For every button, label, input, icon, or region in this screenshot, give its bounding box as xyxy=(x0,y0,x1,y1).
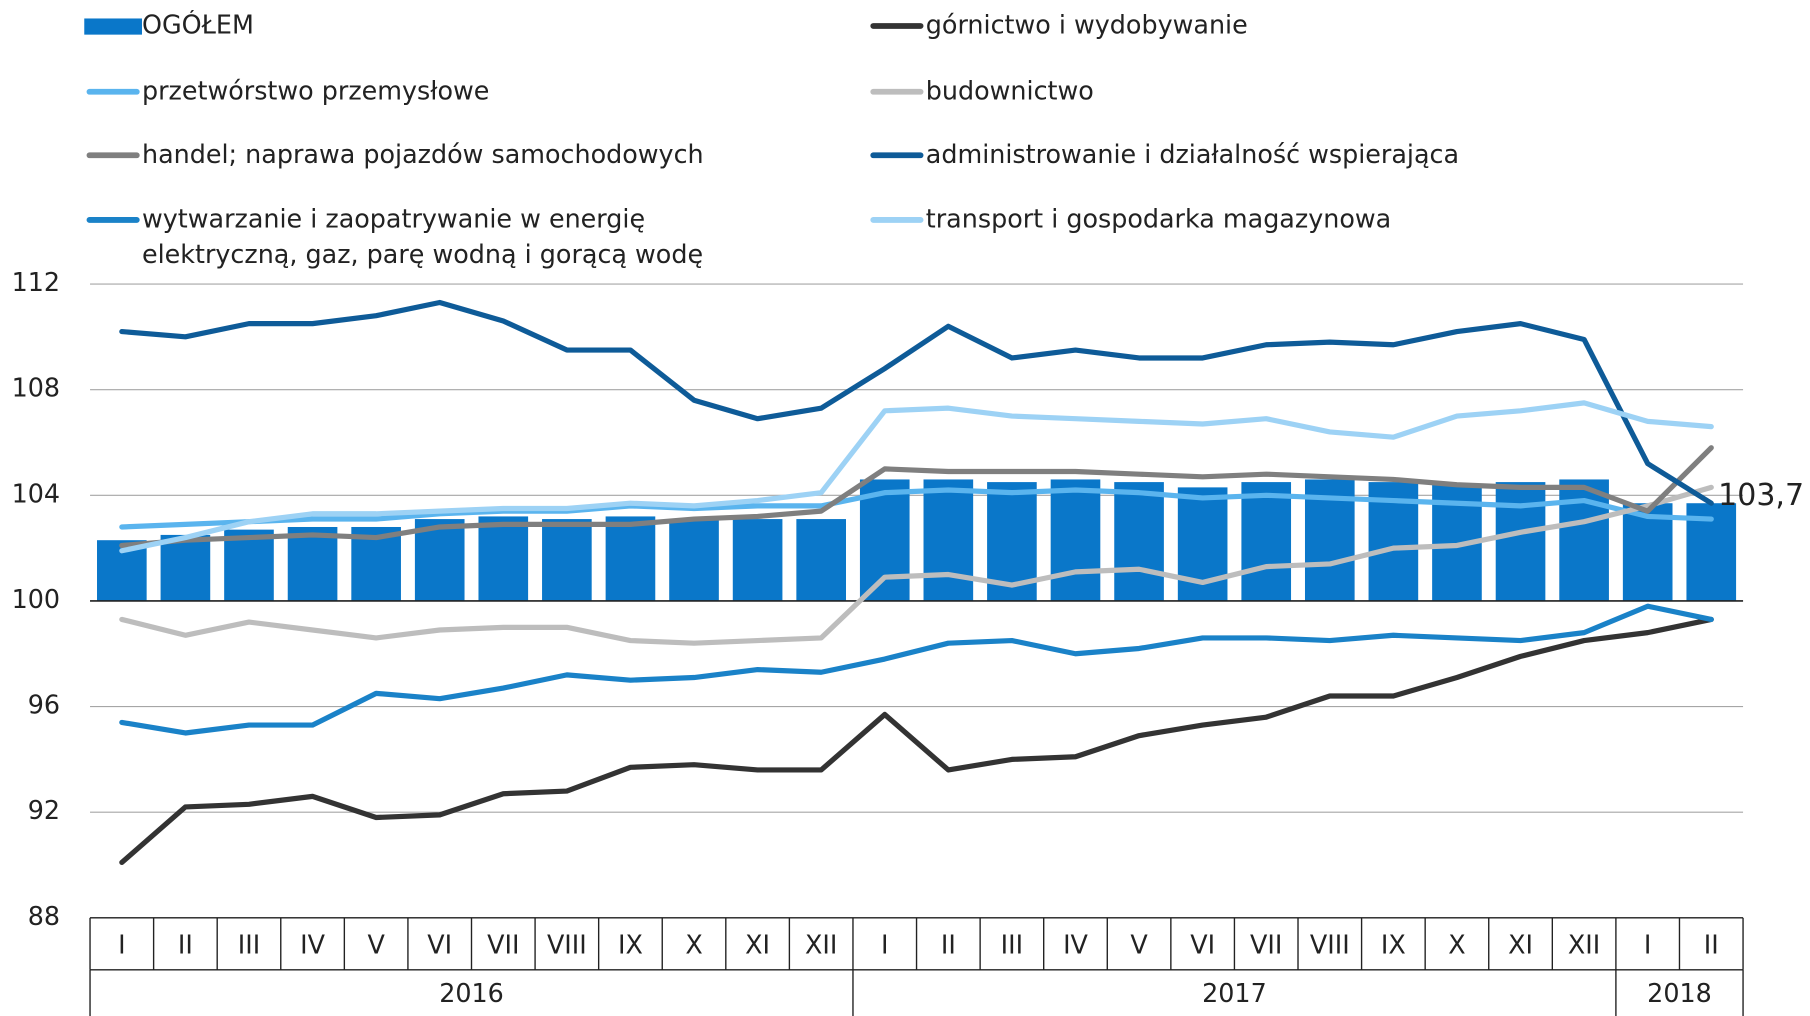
x-tick-label: XII xyxy=(1568,930,1600,960)
y-tick-label: 100 xyxy=(12,584,60,614)
legend-marker xyxy=(870,23,924,29)
bar xyxy=(414,519,465,601)
bar xyxy=(478,516,529,601)
group-label: 2016 xyxy=(439,978,504,1008)
x-tick-label: VII xyxy=(1250,930,1282,960)
y-tick-label: 92 xyxy=(28,795,60,825)
legend-item: administrowanie i działalność wspierając… xyxy=(868,137,1459,173)
series-line xyxy=(119,484,1714,646)
bar xyxy=(287,526,338,601)
legend-item: OGÓŁEM xyxy=(84,8,254,44)
x-tick-label: X xyxy=(1448,930,1465,960)
legend-marker xyxy=(86,217,140,223)
bar xyxy=(605,516,656,601)
legend-item: górnictwo i wydobywanie xyxy=(868,8,1248,44)
bar xyxy=(1495,482,1546,601)
x-tick-label: II xyxy=(178,930,193,960)
legend-label: transport i gospodarka magazynowa xyxy=(925,205,1392,235)
x-tick-label: IX xyxy=(1381,930,1406,960)
x-tick-label: V xyxy=(367,930,385,960)
x-tick-label: VIII xyxy=(1310,930,1350,960)
series-line xyxy=(119,299,1714,506)
y-tick-label: 104 xyxy=(12,478,60,508)
series-line xyxy=(119,616,1714,865)
legend-label: administrowanie i działalność wspierając… xyxy=(925,140,1460,170)
legend-item: handel; naprawa pojazdów samochodowych xyxy=(84,137,704,173)
y-tick-label: 96 xyxy=(28,690,60,720)
legend-item: budownictwo xyxy=(868,74,1094,110)
legend-marker xyxy=(870,152,924,159)
x-tick-label: III xyxy=(1001,930,1023,960)
x-tick-label: VIII xyxy=(547,930,587,960)
x-tick-label: I xyxy=(1644,930,1651,960)
legend-label: górnictwo i wydobywanie xyxy=(925,11,1248,41)
bar xyxy=(1114,482,1164,601)
group-label: 2018 xyxy=(1647,978,1712,1008)
x-tick-label: VI xyxy=(1190,930,1215,960)
legend-item: wytwarzanie i zaopatrywanie w energię el… xyxy=(84,202,703,274)
legend-marker xyxy=(86,88,140,95)
bar xyxy=(669,519,719,601)
value-label: 103,7 xyxy=(1718,478,1804,513)
y-tick-label: 88 xyxy=(28,901,60,931)
bar xyxy=(923,479,974,601)
legend-label: budownictwo xyxy=(925,77,1094,107)
group-label: 2017 xyxy=(1202,978,1267,1008)
legend-label: handel; naprawa pojazdów samochodowych xyxy=(141,140,704,170)
x-tick-label: IX xyxy=(618,930,643,960)
legend-label: przetwórstwo przemysłowe xyxy=(141,77,490,107)
x-tick-label: XI xyxy=(745,930,770,960)
legend-label: OGÓŁEM xyxy=(141,11,254,41)
legend-label: wytwarzanie i zaopatrywanie w energię el… xyxy=(141,205,704,271)
series-line xyxy=(119,487,1714,530)
bar xyxy=(1050,479,1101,601)
x-tick-label: I xyxy=(881,930,888,960)
legend-item: przetwórstwo przemysłowe xyxy=(84,74,489,110)
series-line xyxy=(119,445,1714,549)
bar xyxy=(1559,479,1609,601)
bar xyxy=(160,534,211,601)
bar xyxy=(1241,482,1292,601)
legend-marker xyxy=(86,152,140,159)
legend-marker xyxy=(870,88,924,95)
legend-item: transport i gospodarka magazynowa xyxy=(868,202,1391,238)
x-tick-label: IV xyxy=(1063,930,1088,960)
y-tick-label: 108 xyxy=(12,373,60,403)
series-line xyxy=(119,603,1714,736)
x-tick-label: V xyxy=(1130,930,1148,960)
x-tick-label: I xyxy=(118,930,125,960)
legend-marker xyxy=(84,18,142,35)
series-line xyxy=(119,400,1714,554)
y-tick-label: 112 xyxy=(12,267,60,297)
x-tick-label: VI xyxy=(427,930,452,960)
x-tick-label: II xyxy=(1704,930,1719,960)
x-tick-label: IV xyxy=(300,930,325,960)
x-tick-label: XI xyxy=(1508,930,1533,960)
bar xyxy=(224,529,274,601)
x-tick-label: III xyxy=(238,930,260,960)
x-tick-label: X xyxy=(685,930,702,960)
legend-marker xyxy=(870,217,924,223)
bar xyxy=(732,519,783,601)
x-tick-label: XII xyxy=(805,930,837,960)
x-tick-label: II xyxy=(941,930,956,960)
bar xyxy=(796,519,846,601)
x-tick-label: VII xyxy=(487,930,519,960)
bar xyxy=(542,519,592,601)
